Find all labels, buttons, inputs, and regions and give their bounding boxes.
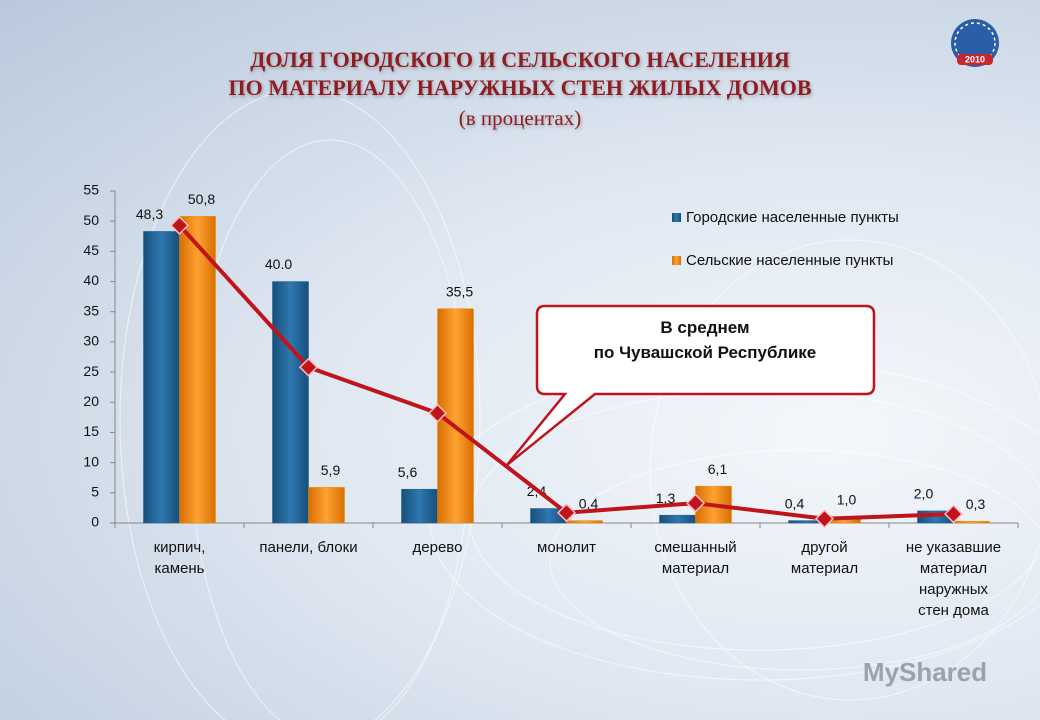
chart-title: ДОЛЯ ГОРОДСКОГО И СЕЛЬСКОГО НАСЕЛЕНИЯ ПО … <box>228 47 811 100</box>
value-label: 48,3 <box>136 206 163 222</box>
value-label: 0,3 <box>966 496 986 512</box>
logo-text: 2010 <box>965 54 985 64</box>
y-tick-label: 50 <box>83 212 99 228</box>
x-tick-label: панели, блоки <box>259 539 357 556</box>
bar <box>143 231 180 524</box>
callout-text: В среднем по Чувашской Республике <box>594 318 817 362</box>
y-tick-label: 5 <box>91 484 99 500</box>
y-tick-label: 40 <box>83 272 99 288</box>
value-label: 40.0 <box>265 256 292 272</box>
value-label: 35,5 <box>446 283 473 299</box>
y-tick-label: 35 <box>83 302 99 318</box>
y-tick-label: 20 <box>83 393 99 409</box>
line-marker <box>685 493 706 513</box>
legend-swatch <box>672 213 681 222</box>
y-tick-label: 15 <box>83 423 99 439</box>
bar <box>566 520 603 524</box>
chart-subtitle: (в процентах) <box>459 106 581 130</box>
bar <box>308 487 345 524</box>
line-marker <box>556 503 577 523</box>
line-marker <box>169 215 190 235</box>
y-tick-label: 30 <box>83 333 99 349</box>
logo: 2010 <box>951 19 999 67</box>
value-label: 1,0 <box>837 492 857 508</box>
value-label: 1,3 <box>656 490 676 506</box>
bar <box>953 520 990 524</box>
x-tick-label: монолит <box>537 539 596 556</box>
bar <box>401 488 438 524</box>
legend-label: Городские населенные пункты <box>686 209 899 226</box>
watermark: MyShared <box>863 657 987 687</box>
y-tick-label: 55 <box>83 182 99 198</box>
x-tick-label: смешанный материал <box>654 539 736 577</box>
line-marker <box>427 403 448 423</box>
bar <box>272 281 309 524</box>
y-tick-label: 0 <box>91 514 99 530</box>
legend-label: Сельские населенные пункты <box>686 252 893 269</box>
value-label: 50,8 <box>188 191 215 207</box>
y-tick-label: 45 <box>83 242 99 258</box>
line-marker <box>943 504 964 524</box>
value-label: 5,9 <box>321 462 341 478</box>
x-tick-label: дерево <box>413 539 463 556</box>
legend-swatch <box>672 256 681 265</box>
bar <box>179 216 216 524</box>
value-label: 0,4 <box>785 495 805 511</box>
bar <box>659 514 696 524</box>
y-tick-label: 25 <box>83 363 99 379</box>
callout-box <box>506 304 876 466</box>
x-tick-label: не указавшие материал наружных стен дома <box>906 539 1001 619</box>
value-label: 5,6 <box>398 464 418 480</box>
value-label: 6,1 <box>708 461 728 477</box>
x-tick-label: кирпич, камень <box>154 539 206 577</box>
value-label: 2,0 <box>914 486 934 502</box>
line-marker <box>298 357 319 377</box>
line-marker <box>814 509 835 529</box>
y-tick-label: 10 <box>83 453 99 469</box>
x-tick-label: другой материал <box>791 539 858 577</box>
value-label: 0,4 <box>579 495 599 511</box>
